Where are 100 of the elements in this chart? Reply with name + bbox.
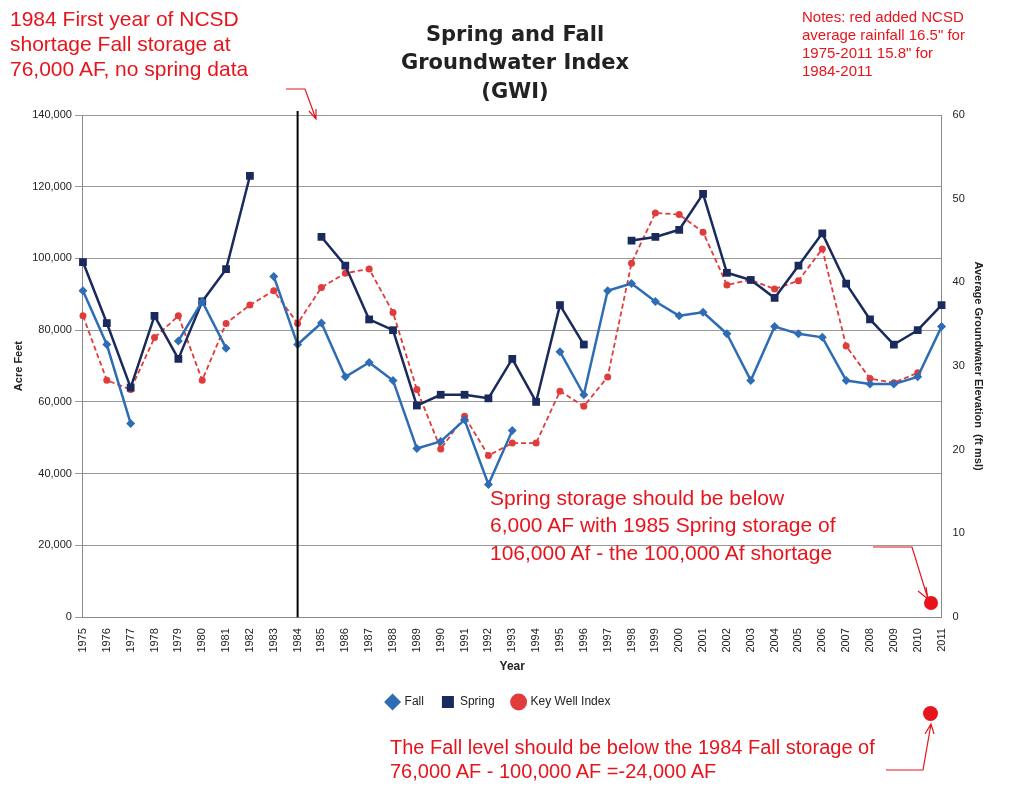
y2-tick-label: 10 (952, 526, 965, 539)
point (817, 332, 827, 342)
x-tick-label: 2005 (791, 628, 804, 653)
y-tick-label: 140,000 (32, 108, 72, 121)
point (246, 172, 254, 180)
point (771, 285, 779, 293)
legend-label: Key Well Index (530, 694, 611, 709)
point (746, 375, 756, 385)
y-axis-title: Acre Feet (11, 340, 24, 392)
y2-axis-title: Average Groundwater Elevation (ft msl) (973, 261, 986, 472)
y-tick-label: 20,000 (38, 538, 72, 551)
x-tick-label: 2009 (886, 628, 899, 653)
point (436, 390, 445, 399)
y-tick-label: 100,000 (32, 251, 72, 264)
point (483, 479, 493, 489)
annotation: Spring storage should be below 6,000 AF with 1985 Spring storage of 106,000 Af - the 100,000 Af shortage (490, 485, 837, 566)
x-tick-label: 1988 (386, 628, 399, 653)
point (650, 297, 660, 307)
point (270, 287, 278, 295)
point (221, 343, 231, 353)
y2-tick-label: 0 (952, 610, 959, 623)
point (770, 322, 780, 332)
x-tick-label: 2006 (815, 628, 828, 653)
point (699, 190, 707, 198)
point (556, 387, 564, 395)
x-tick-label: 2007 (839, 628, 852, 653)
point (604, 373, 612, 381)
point (674, 311, 684, 321)
point (484, 394, 493, 403)
x-tick-label: 1976 (99, 628, 112, 653)
point (628, 259, 636, 267)
x-tick-label: 1998 (624, 628, 637, 653)
x-tick-label: 1980 (195, 628, 208, 653)
y-tick-label: 80,000 (38, 323, 72, 336)
point (675, 211, 683, 219)
x-tick-label: 2003 (743, 628, 756, 653)
point (222, 265, 230, 274)
point (389, 326, 397, 335)
x-tick-label: 1995 (552, 628, 565, 653)
point (412, 444, 422, 454)
point (842, 342, 850, 350)
x-tick-label: 1983 (266, 628, 279, 653)
point (102, 340, 112, 350)
x-tick-label: 1996 (576, 628, 589, 653)
point (842, 279, 851, 288)
point (364, 357, 374, 367)
x-tick-label: 2004 (767, 628, 780, 653)
x-tick-label: 1985 (314, 628, 327, 653)
point (722, 329, 732, 339)
legend-label: Fall (404, 694, 424, 709)
y-tick-label: 0 (65, 610, 72, 623)
point (723, 281, 731, 289)
y-tick-label: 120,000 (32, 179, 72, 192)
x-tick-label: 2001 (696, 628, 709, 653)
x-tick-label: 1982 (242, 628, 255, 653)
point (555, 347, 565, 357)
y2-tick-label: 20 (952, 442, 965, 455)
x-tick-label: 1999 (648, 628, 661, 653)
legend-label: Spring (459, 694, 495, 709)
chart-title: Spring and Fall Groundwater Index (GWI) (399, 21, 631, 105)
point (317, 233, 326, 241)
point (841, 375, 851, 385)
x-tick-label: 2002 (719, 628, 732, 653)
point (365, 315, 374, 324)
x-tick-label: 1994 (529, 628, 542, 653)
x-tick-label: 1979 (171, 628, 184, 653)
point (174, 355, 183, 363)
point (508, 439, 516, 447)
point (865, 379, 875, 389)
point (651, 209, 659, 217)
x-tick-label: 1989 (409, 628, 422, 653)
point (603, 286, 613, 296)
point (460, 415, 470, 425)
point (388, 375, 398, 385)
point (556, 301, 564, 309)
x-tick-label: 1997 (600, 628, 613, 653)
point (698, 307, 708, 317)
point (78, 286, 88, 296)
point (913, 372, 923, 382)
x-tick-label: 1991 (457, 628, 470, 653)
point (389, 309, 397, 316)
y2-tick-label: 30 (952, 359, 965, 372)
point (174, 312, 182, 320)
x-tick-label: 2011 (934, 628, 947, 652)
point (79, 258, 87, 266)
x-tick-label: 1981 (219, 628, 232, 653)
point (150, 311, 159, 320)
point (103, 376, 111, 384)
point (341, 261, 350, 270)
point (866, 315, 874, 324)
x-tick-label: 1987 (362, 628, 375, 653)
x-tick-label: 2010 (910, 628, 923, 653)
point (437, 445, 445, 453)
x-tick-label: 1993 (505, 628, 518, 653)
point (507, 426, 517, 436)
x-tick-label: 1977 (123, 628, 136, 653)
point (793, 329, 803, 339)
point (627, 279, 637, 289)
x-tick-label: 2000 (672, 628, 685, 653)
point (794, 261, 803, 270)
